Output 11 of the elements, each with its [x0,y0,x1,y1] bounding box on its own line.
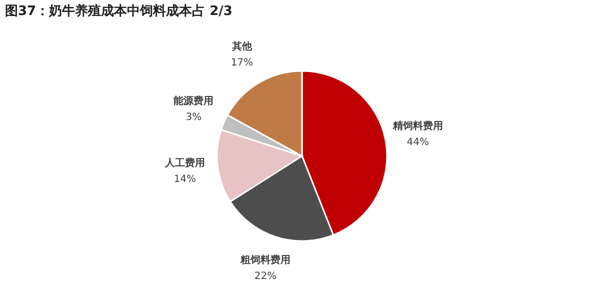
slice-label: 其他 [230,40,253,52]
data-label: 14% [174,174,196,185]
data-label: 44% [406,136,430,148]
data-label: 22% [254,271,277,282]
slice-label: 人工费用 [164,156,205,169]
slice-label: 能源费用 [174,95,214,108]
chart-title: 图37：奶牛养殖成本中饲料成本占 2/3 [5,3,232,19]
data-label: 3% [186,112,202,124]
slice-label: 粗饲料费用 [240,254,291,266]
data-label: 17% [230,57,254,68]
slice-label: 精饲料费用 [392,120,443,132]
